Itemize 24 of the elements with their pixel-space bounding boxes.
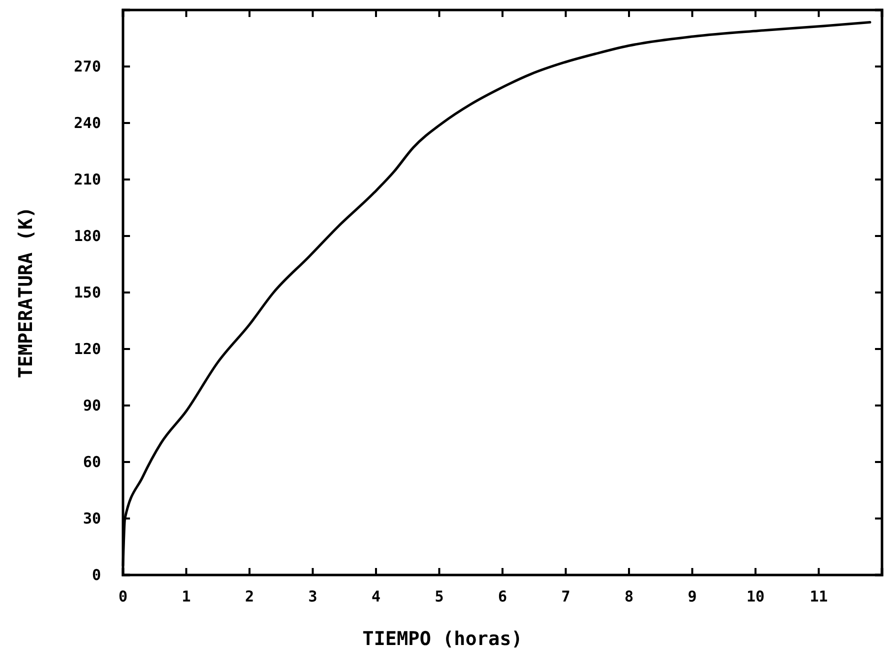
y-tick-label: 90 (82, 396, 101, 414)
x-tick-label: 2 (244, 588, 254, 606)
y-tick-label: 270 (74, 57, 101, 76)
y-tick-label: 120 (74, 340, 101, 358)
x-tick-label: 7 (561, 588, 570, 606)
y-axis-title: TEMPERATURA (K) (15, 206, 37, 378)
x-tick-label: 11 (810, 588, 828, 606)
x-tick-label: 4 (371, 588, 381, 606)
y-tick-label: 210 (74, 170, 101, 188)
y-tick-label: 60 (82, 452, 101, 471)
y-tick-label: 30 (82, 509, 101, 528)
y-tick-label: 150 (74, 283, 101, 302)
x-tick-label: 8 (624, 588, 634, 606)
x-tick-label: 5 (434, 588, 444, 606)
y-tick-label: 0 (92, 566, 101, 584)
x-tick-label: 3 (308, 588, 318, 606)
x-tick-label: 10 (746, 588, 765, 606)
y-tick-label: 180 (74, 226, 101, 245)
x-tick-label: 0 (118, 588, 128, 606)
x-tick-label: 1 (182, 588, 191, 606)
x-tick-label: 6 (498, 588, 508, 606)
x-tick-label: 9 (688, 588, 697, 606)
y-tick-label: 240 (74, 114, 101, 132)
x-axis-title: TIEMPO (horas) (362, 628, 523, 650)
